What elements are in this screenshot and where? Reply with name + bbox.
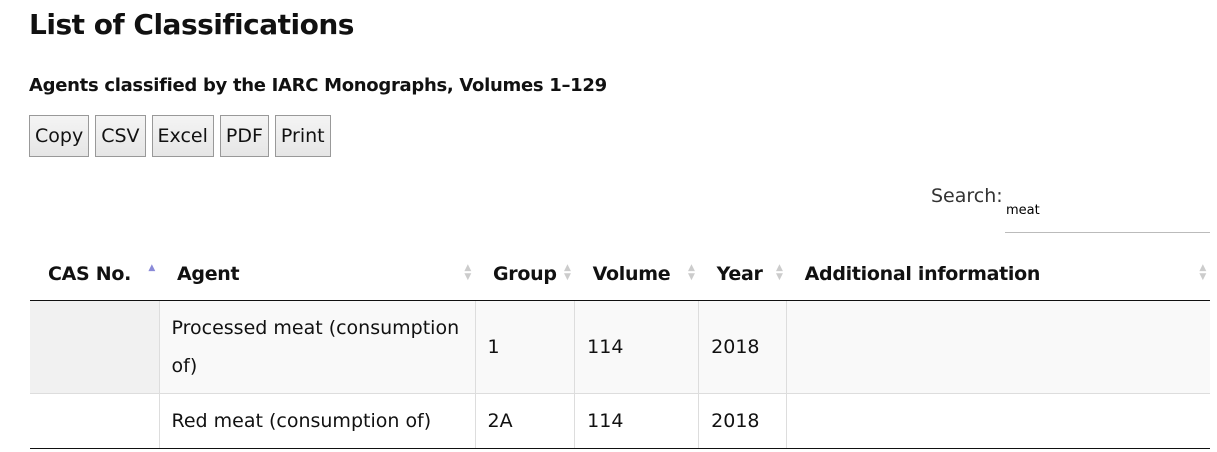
page-title: List of Classifications bbox=[29, 8, 354, 41]
cell-additional-information bbox=[786, 300, 1210, 394]
cell-additional-information bbox=[786, 393, 1210, 449]
header-volume[interactable]: Volume ▲ ▼ bbox=[574, 248, 699, 301]
cell-volume: 114 bbox=[574, 300, 699, 394]
sort-asc-icon: ▲ bbox=[148, 263, 155, 273]
header-year[interactable]: Year ▲ ▼ bbox=[698, 248, 787, 301]
sort-icon: ▲ ▼ bbox=[1199, 263, 1206, 282]
cell-agent: Processed meat (consumption of) bbox=[158, 300, 475, 394]
cell-volume: 114 bbox=[574, 393, 699, 449]
header-additional-information[interactable]: Additional information ▲ ▼ bbox=[786, 248, 1210, 301]
sort-icon: ▲ ▼ bbox=[776, 263, 783, 282]
sort-icon: ▲ ▼ bbox=[564, 263, 571, 282]
sort-icon: ▲ ▼ bbox=[688, 263, 695, 282]
csv-button[interactable]: CSV bbox=[95, 115, 146, 157]
cell-cas-no bbox=[30, 393, 159, 449]
pdf-button[interactable]: PDF bbox=[219, 115, 269, 157]
cell-agent: Red meat (consumption of) bbox=[158, 393, 475, 449]
cell-group: 2A bbox=[474, 393, 575, 449]
header-cas-no[interactable]: CAS No. ▲ bbox=[30, 248, 159, 301]
copy-button[interactable]: Copy bbox=[29, 115, 90, 157]
cell-group: 1 bbox=[474, 300, 575, 394]
cell-cas-no bbox=[30, 300, 159, 394]
classifications-table: CAS No. ▲ Agent ▲ ▼ Group ▲ ▼ Volume ▲ ▼ Year ▲ ▼… bbox=[30, 248, 1210, 449]
table-row: Processed meat (consumption of) 1 114 20… bbox=[30, 300, 1210, 394]
excel-button[interactable]: Excel bbox=[151, 115, 214, 157]
cell-year: 2018 bbox=[698, 393, 787, 449]
sort-icon: ▲ ▼ bbox=[464, 263, 471, 282]
search-input[interactable] bbox=[1005, 188, 1210, 233]
print-button[interactable]: Print bbox=[274, 115, 331, 157]
header-agent[interactable]: Agent ▲ ▼ bbox=[159, 248, 475, 301]
search-label: Search: bbox=[931, 185, 1003, 207]
header-group[interactable]: Group ▲ ▼ bbox=[475, 248, 575, 301]
table-row: Red meat (consumption of) 2A 114 2018 bbox=[30, 393, 1210, 449]
export-buttons: Copy CSV Excel PDF Print bbox=[29, 115, 337, 157]
cell-year: 2018 bbox=[698, 300, 787, 394]
page-subtitle: Agents classified by the IARC Monographs… bbox=[29, 75, 607, 96]
